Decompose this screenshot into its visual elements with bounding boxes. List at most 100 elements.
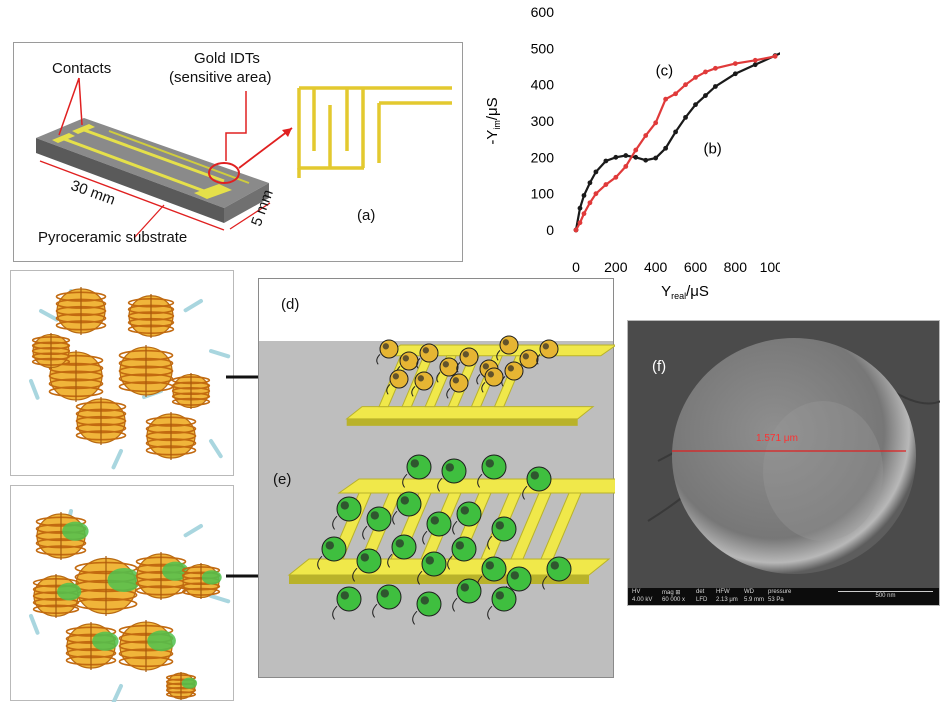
data-point: [587, 200, 593, 206]
immobilized-enzyme: [332, 496, 362, 530]
sensor-schematic-drawing: [36, 77, 452, 239]
enzyme-molecule: [135, 552, 189, 600]
immobilized-enzyme: [422, 511, 452, 545]
chart-axes: 0100200300400500600020040060080010001200: [531, 4, 780, 275]
x-axis-title: Yreal/μS: [661, 283, 709, 300]
substrate-arrow: [133, 204, 165, 239]
substrate-side: [224, 183, 269, 223]
contact-pad: [52, 133, 75, 143]
idt-electrode-panel: (d) (e): [258, 278, 615, 678]
linker-strand: [29, 379, 40, 400]
y-tick-label: 100: [531, 186, 555, 202]
electrode-finger: [510, 492, 552, 560]
immobilized-enzyme: [542, 556, 572, 590]
data-point: [573, 227, 579, 233]
immobilized-enzyme: [352, 548, 382, 582]
immobilized-enzyme: [447, 536, 477, 570]
immobilized-enzyme: [411, 371, 434, 397]
data-point: [587, 180, 593, 186]
data-point: [693, 102, 698, 108]
idt-electrode-drawing: [287, 335, 615, 625]
y-tick-label: 600: [531, 4, 555, 20]
panel-f-label: (f): [652, 358, 667, 375]
contact-trace: [63, 137, 205, 193]
enzyme-molecule: [74, 556, 141, 616]
immobilized-enzyme: [456, 347, 479, 373]
y-tick-label: 0: [546, 222, 554, 238]
immobilized-enzyme: [362, 506, 392, 540]
enzyme-molecule: [31, 333, 71, 369]
data-point: [653, 120, 659, 126]
data-point: [752, 57, 758, 63]
series-line: [575, 55, 776, 231]
immobilized-enzyme: [387, 534, 417, 568]
immobilized-enzyme: [436, 357, 459, 383]
x-tick-label: 800: [724, 259, 748, 275]
series-label: (b): [703, 141, 721, 158]
x-tick-label: 600: [684, 259, 708, 275]
sensor-schematic-panel: Contacts Gold IDTs (sensitive area) 30 m…: [13, 42, 463, 262]
data-point: [613, 154, 619, 160]
data-point: [713, 65, 718, 71]
enzyme-molecule: [118, 345, 174, 397]
immobilized-enzyme: [487, 516, 517, 550]
linker-strand: [39, 309, 59, 322]
sem-micrograph: [647, 338, 940, 574]
data-point: [623, 153, 629, 158]
particle-sphere: [672, 338, 916, 574]
enzyme-molecule: [118, 620, 176, 672]
immobilized-enzyme: [481, 367, 504, 393]
enzyme-molecule: [127, 294, 175, 338]
data-point: [683, 82, 688, 88]
contact-pad: [72, 124, 95, 134]
data-point: [663, 145, 669, 151]
x-tick-label: 0: [572, 259, 580, 275]
enzyme-molecule: [55, 287, 107, 335]
data-point: [633, 154, 639, 160]
contacts-label: Contacts: [52, 60, 112, 77]
panel-e-label: (e): [273, 471, 292, 488]
data-point: [653, 155, 659, 161]
contacts-arrow: [78, 77, 83, 126]
data-point: [593, 191, 599, 197]
data-point: [581, 193, 587, 198]
x-tick-label: 200: [604, 259, 628, 275]
data-point: [663, 96, 669, 102]
series-label: (c): [656, 63, 674, 80]
data-point: [603, 158, 609, 164]
enzyme-molecule: [32, 574, 82, 618]
linker-strand: [209, 594, 231, 604]
diameter-measure: 1.571 μm: [756, 433, 798, 444]
linker-strand: [209, 439, 223, 459]
data-point: [683, 114, 688, 120]
enzyme-molecule: [75, 397, 127, 445]
substrate-label: Pyroceramic substrate: [38, 229, 188, 246]
enzyme-molecule: [181, 563, 222, 599]
enzyme-bound-cluster-drawing: [29, 509, 231, 705]
data-point: [613, 174, 619, 180]
bus-bar: [337, 478, 615, 494]
gold-idts-label: Gold IDTs: [194, 50, 260, 67]
data-point: [603, 182, 609, 187]
idt-zoom-drawing: [297, 86, 452, 178]
width-dimension: [229, 202, 271, 230]
linker-strand: [111, 449, 123, 470]
substrate-front: [36, 138, 224, 223]
y-tick-label: 300: [531, 113, 555, 129]
data-point: [577, 220, 583, 226]
immobilized-enzyme: [452, 578, 482, 612]
immobilized-enzyme: [487, 586, 517, 620]
data-point: [643, 133, 649, 138]
immobilized-enzyme: [496, 335, 519, 361]
data-point: [577, 205, 583, 211]
immobilized-enzyme: [501, 361, 524, 387]
length-dimension: [39, 160, 225, 231]
contact-trace: [108, 130, 250, 184]
zoom-arrow: [238, 127, 293, 169]
immobilized-enzyme: [317, 536, 347, 570]
sensitive-area-circle: [208, 162, 240, 184]
contact-trace: [83, 128, 225, 183]
data-point: [752, 62, 758, 68]
panel-a-label: (a): [357, 207, 376, 224]
x-tick-label: 1000: [760, 259, 780, 275]
